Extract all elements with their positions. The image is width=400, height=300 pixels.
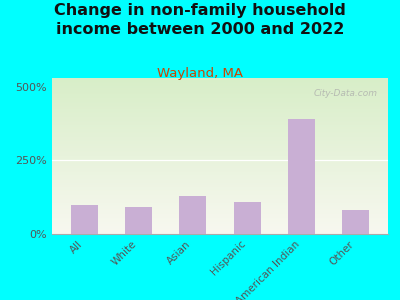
Bar [342, 210, 369, 234]
Text: Wayland, MA: Wayland, MA [157, 68, 243, 80]
Bar [71, 205, 98, 234]
Bar [288, 119, 315, 234]
Bar [179, 196, 206, 234]
Bar [234, 202, 261, 234]
Bar [125, 207, 152, 234]
Text: City-Data.com: City-Data.com [314, 89, 378, 98]
Text: Change in non-family household
income between 2000 and 2022: Change in non-family household income be… [54, 3, 346, 37]
